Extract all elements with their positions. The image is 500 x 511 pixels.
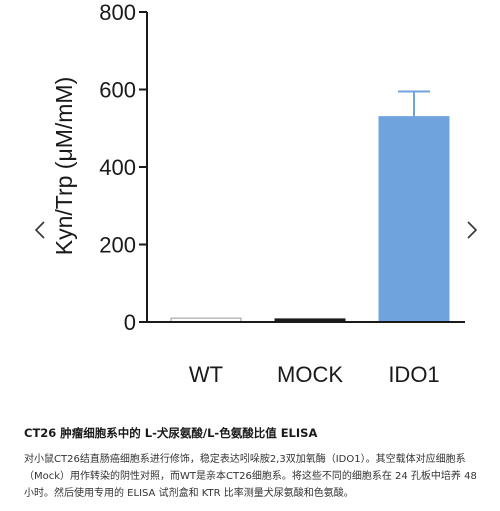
x-tick-labels: WT MOCK IDO1 <box>189 362 440 387</box>
x-tick-label: WT <box>189 362 223 387</box>
error-bars <box>398 90 430 117</box>
y-axis-label: Kyn/Trp (μM/mM) <box>51 77 77 256</box>
bars <box>170 116 450 323</box>
previous-arrow[interactable] <box>28 214 52 246</box>
x-tick-label: MOCK <box>277 362 343 387</box>
caption-body: 对小鼠CT26结直肠癌细胞系进行修饰，稳定表达吲哚胺2,3双加氧酶（IDO1）。… <box>24 454 477 499</box>
chevron-left-icon <box>34 221 45 239</box>
chevron-right-icon <box>467 221 478 239</box>
x-tick-label: IDO1 <box>388 362 439 387</box>
y-tick-label: 200 <box>99 233 136 258</box>
y-tick-label: 400 <box>99 155 136 180</box>
next-arrow[interactable] <box>460 214 484 246</box>
caption-title: CT26 肿瘤细胞系中的 L-犬尿氨酸/L-色氨酸比值 ELISA <box>24 426 318 440</box>
y-axis <box>139 11 148 323</box>
bar-chart: 0 200 400 600 800 Kyn/Trp (μM/mM) WT MOCK IDO1 <box>51 0 465 387</box>
y-tick-label: 800 <box>99 0 136 25</box>
y-tick-labels: 0 200 400 600 800 <box>99 0 136 335</box>
bar-ido1 <box>378 116 450 323</box>
y-tick-label: 600 <box>99 78 136 103</box>
y-tick-label: 0 <box>124 310 136 335</box>
figure-caption: CT26 肿瘤细胞系中的 L-犬尿氨酸/L-色氨酸比值 ELISA 对小鼠CT2… <box>24 425 486 502</box>
